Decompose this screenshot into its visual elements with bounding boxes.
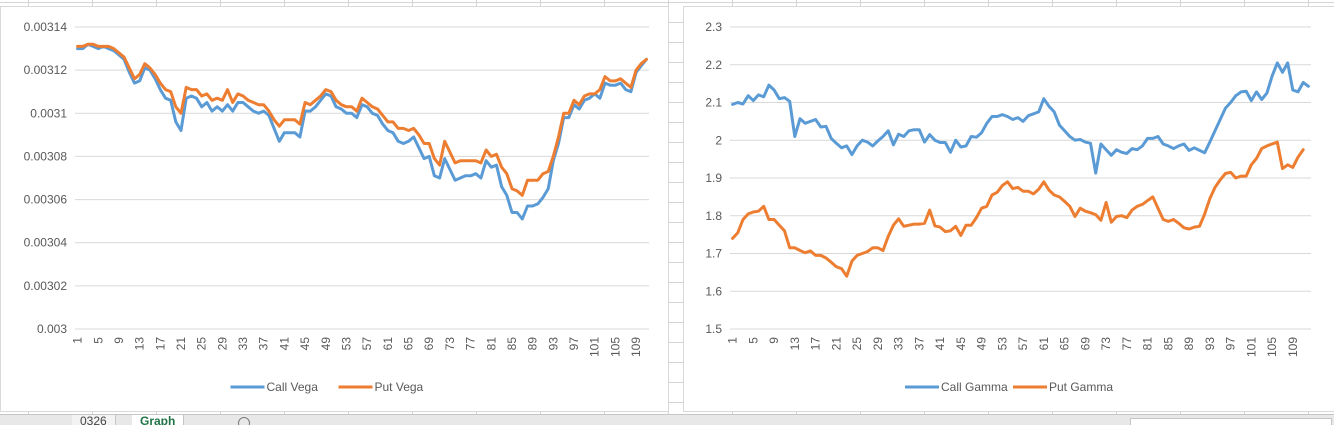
x-tick-label: 89 [1182,337,1196,351]
x-tick-label: 49 [319,337,333,351]
x-tick-label: 13 [788,337,802,351]
x-tick-label: 33 [236,337,250,351]
x-tick-label: 5 [746,337,760,344]
x-tick-label: 105 [608,337,622,357]
x-tick-label: 41 [277,337,291,351]
x-tick-label: 109 [629,337,643,357]
sheet-tab-bar: 0326 Graph [0,414,1334,425]
y-tick-label: 1.8 [705,209,722,223]
x-tick-label: 17 [153,337,167,351]
horizontal-scrollbar[interactable] [1130,418,1332,425]
gamma-chart-svg: 1.5 1.6 1.7 1.8 1.9 2 2.1 2.2 2.3 1 5 9 13 17 21 25 29 33… [705,20,1311,394]
x-tick-label: 53 [995,337,1009,351]
y-tick-label: 2.3 [705,20,722,34]
legend-label: Call Gamma [941,380,1008,394]
y-tick-label: 0.00302 [24,279,68,293]
y-tick-label: 2.2 [705,58,722,72]
x-tick-label: 81 [484,337,498,351]
x-tick-label: 29 [871,337,885,351]
series-line-call-gamma [731,61,1310,175]
y-tick-label: 0.003 [37,322,67,336]
x-tick-label: 61 [381,337,395,351]
x-tick-label: 105 [1265,337,1279,357]
x-tick-label: 65 [1058,337,1072,351]
y-tick-label: 1.6 [705,284,722,298]
x-tick-label: 61 [1037,337,1051,351]
x-tick-label: 93 [1203,337,1217,351]
x-tick-label: 69 [1078,337,1092,351]
x-tick-label: 21 [174,337,188,351]
x-tick-label: 25 [850,337,864,351]
x-tick-label: 93 [546,337,560,351]
x-tick-label: 17 [809,337,823,351]
x-tick-label: 21 [829,337,843,351]
x-tick-label: 41 [933,337,947,351]
x-tick-label: 65 [402,337,416,351]
y-tick-label: 0.00308 [24,149,68,163]
x-tick-label: 77 [1120,337,1134,351]
x-tick-label: 33 [892,337,906,351]
x-tick-label: 45 [954,337,968,351]
x-tick-label: 73 [443,337,457,351]
x-tick-label: 109 [1286,337,1300,357]
x-tick-label: 85 [1161,337,1175,351]
x-tick-label: 1 [71,337,85,344]
x-tick-label: 57 [360,337,374,351]
plus-circle-icon[interactable] [238,417,250,425]
x-tick-label: 49 [975,337,989,351]
x-tick-label: 73 [1099,337,1113,351]
x-tick-label: 81 [1141,337,1155,351]
series-line-put-gamma [731,140,1305,278]
y-tick-label: 0.00304 [24,236,68,250]
x-tick-label: 9 [112,337,126,344]
y-tick-label: 2.1 [705,96,722,110]
y-tick-label: 0.00314 [24,20,68,34]
vega-chart[interactable]: 0.003 0.00302 0.00304 0.00306 0.00308 0.0031 0… [0,6,669,412]
x-tick-label: 53 [339,337,353,351]
x-tick-label: 9 [767,337,781,344]
legend-label: Put Vega [375,380,424,394]
x-tick-label: 97 [1224,337,1238,351]
x-tick-label: 37 [912,337,926,351]
legend-label: Call Vega [267,380,319,394]
sheet-tab-graph[interactable]: Graph [132,415,185,425]
x-tick-label: 45 [298,337,312,351]
y-tick-label: 1.7 [705,247,722,261]
legend-label: Put Gamma [1049,380,1113,394]
vega-chart-svg: 0.003 0.00302 0.00304 0.00306 0.00308 0.0031 0… [24,20,649,394]
x-tick-label: 1 [726,337,740,344]
series-line-put-vega [76,42,648,197]
x-tick-label: 69 [422,337,436,351]
y-tick-label: 2 [715,133,722,147]
x-tick-label: 101 [1244,337,1258,357]
x-tick-label: 97 [567,337,581,351]
y-tick-label: 0.00312 [24,63,68,77]
gamma-chart[interactable]: 1.5 1.6 1.7 1.8 1.9 2 2.1 2.2 2.3 1 5 9 13 17 21 25 29 33… [683,6,1334,412]
y-tick-label: 0.00306 [24,193,68,207]
x-tick-label: 89 [526,337,540,351]
y-tick-label: 1.5 [705,322,722,336]
x-tick-label: 77 [464,337,478,351]
x-tick-label: 13 [133,337,147,351]
x-tick-label: 57 [1016,337,1030,351]
x-tick-label: 37 [257,337,271,351]
x-tick-label: 101 [588,337,602,357]
x-tick-label: 29 [215,337,229,351]
sheet-tab-0326[interactable]: 0326 [72,415,116,425]
x-tick-label: 25 [195,337,209,351]
x-tick-label: 5 [91,337,105,344]
y-tick-label: 1.9 [705,171,722,185]
y-tick-label: 0.0031 [30,106,67,120]
series-line-call-vega [76,42,648,221]
x-tick-label: 85 [505,337,519,351]
